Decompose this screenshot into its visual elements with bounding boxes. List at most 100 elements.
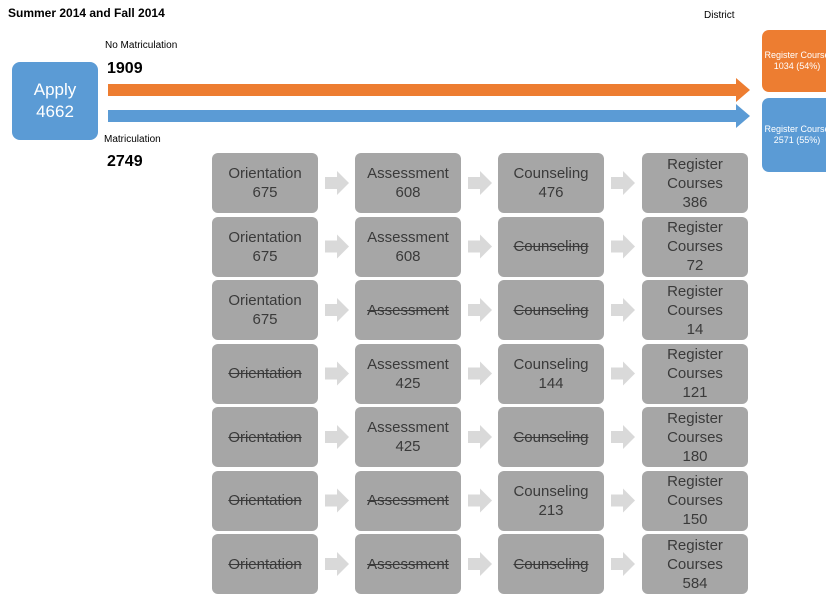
step-box: Register Courses 180: [642, 407, 748, 467]
step-box: Orientation: [212, 470, 318, 531]
district-label: District: [704, 10, 735, 21]
arrow-shaft: [108, 110, 738, 122]
step-arrow: [611, 234, 635, 259]
step-label: Register Courses: [667, 346, 723, 382]
step-arrow: [611, 425, 635, 449]
step-label: Register Courses: [667, 536, 723, 573]
step-value: 14: [686, 320, 704, 338]
outcome-box: Register Course 1034 (54%): [762, 30, 826, 92]
step-value: 121: [682, 384, 708, 401]
step-box: Register Courses 14: [642, 280, 748, 340]
step-value: 425: [395, 374, 421, 392]
step-label: Counseling: [513, 165, 589, 182]
step-arrow: [325, 171, 349, 195]
arrow-head: [736, 104, 750, 128]
step-value: 675: [252, 311, 278, 328]
step-label: Counseling: [513, 301, 589, 319]
step-label: Counseling: [513, 428, 589, 446]
step-label: Orientation: [228, 428, 302, 446]
step-arrow: [468, 488, 492, 513]
arrow-shaft: [108, 84, 738, 96]
step-value: 213: [538, 501, 564, 519]
step-arrow: [611, 488, 635, 513]
step-value: 425: [395, 438, 421, 455]
step-arrow: [468, 552, 492, 576]
apply-label: Apply: [33, 80, 77, 99]
step-box: Register Courses 72: [642, 216, 748, 277]
step-label: Counseling: [513, 555, 589, 573]
step-box: Register Courses 121: [642, 343, 748, 404]
step-label: Register Courses: [667, 219, 723, 255]
step-value: 476: [538, 184, 564, 201]
step-box: Orientation 675: [212, 280, 318, 340]
step-box: Assessment 425: [355, 407, 461, 467]
step-box: Register Courses 386: [642, 153, 748, 213]
step-arrow: [611, 552, 635, 576]
step-value: 608: [395, 247, 421, 265]
step-label: Assessment: [367, 419, 449, 436]
step-box: Orientation 675: [212, 216, 318, 277]
step-box: Orientation: [212, 343, 318, 404]
step-label: Orientation: [228, 492, 302, 509]
step-arrow: [468, 361, 492, 386]
step-box: Counseling: [498, 280, 604, 340]
step-box: Assessment: [355, 280, 461, 340]
step-value: 675: [252, 247, 278, 265]
step-value: 144: [538, 374, 564, 392]
outcome-value: 1034 (54%): [773, 61, 821, 71]
step-value: 608: [395, 184, 421, 201]
step-label: Assessment: [367, 165, 449, 182]
step-label: Orientation: [228, 165, 302, 182]
outcome-value: 2571 (55%): [773, 135, 821, 145]
step-arrow: [325, 298, 349, 322]
step-box: Assessment 425: [355, 343, 461, 404]
step-box: Assessment 608: [355, 216, 461, 277]
step-box: Assessment 608: [355, 153, 461, 213]
step-box: Assessment: [355, 470, 461, 531]
step-arrow: [325, 488, 349, 513]
step-value: 180: [682, 447, 708, 465]
step-arrow: [611, 298, 635, 322]
outcome-label: Register Course: [764, 124, 826, 134]
step-box: Counseling: [498, 534, 604, 594]
apply-box: Apply 4662: [12, 62, 98, 140]
step-box: Orientation 675: [212, 153, 318, 213]
step-label: Register Courses: [667, 282, 723, 319]
step-arrow: [611, 171, 635, 195]
step-arrow: [325, 425, 349, 449]
step-label: Counseling: [513, 238, 589, 255]
outcome-label: Register Course: [764, 50, 826, 60]
step-label: Register Courses: [667, 473, 723, 509]
outcome-box: Register Course 2571 (55%): [762, 98, 826, 172]
step-label: Orientation: [228, 228, 302, 246]
title: Summer 2014 and Fall 2014: [8, 6, 165, 20]
step-label: Orientation: [228, 365, 302, 382]
step-label: Counseling: [513, 355, 589, 373]
step-label: Assessment: [367, 555, 449, 573]
step-box: Orientation: [212, 534, 318, 594]
step-box: Counseling 213: [498, 470, 604, 531]
step-box: Orientation: [212, 407, 318, 467]
step-box: Register Courses 584: [642, 534, 748, 594]
apply-value: 4662: [36, 102, 74, 121]
step-box: Register Courses 150: [642, 470, 748, 531]
step-box: Counseling: [498, 216, 604, 277]
step-arrow: [325, 234, 349, 259]
step-value: 584: [682, 574, 708, 592]
step-arrow: [468, 298, 492, 322]
arrow-head: [736, 78, 750, 102]
step-box: Counseling 476: [498, 153, 604, 213]
step-label: Assessment: [367, 492, 449, 509]
step-box: Counseling 144: [498, 343, 604, 404]
step-value: 675: [252, 184, 278, 201]
step-value: 72: [686, 257, 704, 274]
step-arrow: [611, 361, 635, 386]
step-value: 386: [682, 193, 708, 211]
step-label: Counseling: [513, 482, 589, 500]
step-arrow: [325, 361, 349, 386]
step-label: Assessment: [367, 355, 449, 373]
step-label: Orientation: [228, 555, 302, 573]
matriculation-value: 2749: [107, 153, 143, 170]
